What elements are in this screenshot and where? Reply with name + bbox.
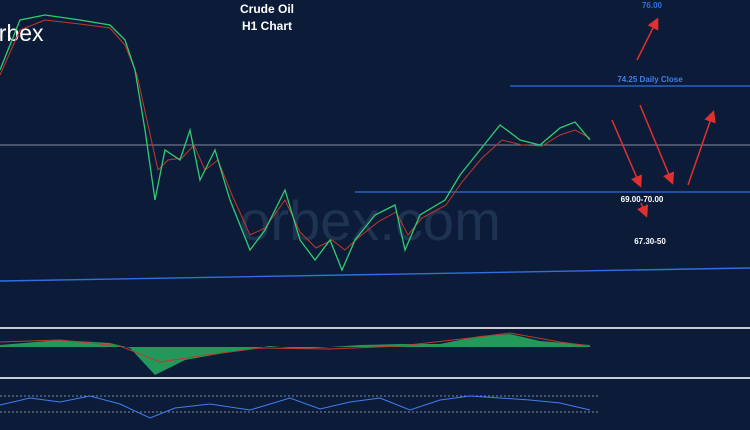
annotation: 69.00-70.00 (621, 195, 664, 204)
trend-line (0, 267, 750, 282)
arrows (611, 17, 716, 218)
logo: orbex (0, 20, 44, 46)
annotation: 74.25 Daily Close (617, 75, 683, 84)
price-line (0, 14, 591, 272)
macd-histogram (0, 334, 590, 375)
oscillator-line (0, 395, 591, 419)
macd-signal (0, 332, 591, 363)
annotation: 67.30-50 (634, 237, 666, 246)
annotation: 76.00 (642, 1, 663, 10)
chart-subtitle: H1 Chart (242, 19, 292, 33)
chart-title: Crude Oil (240, 2, 294, 16)
